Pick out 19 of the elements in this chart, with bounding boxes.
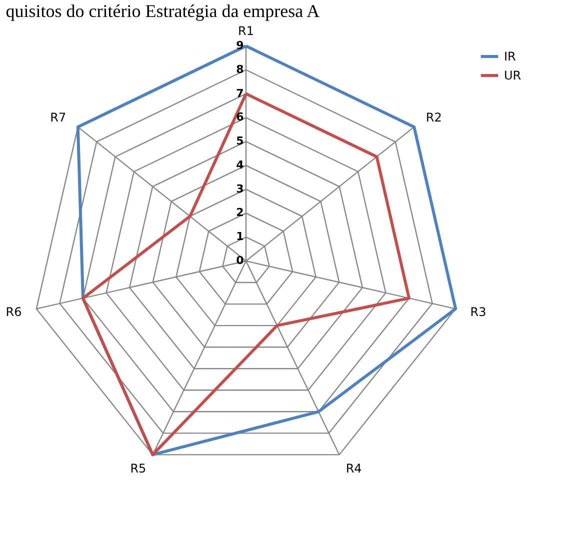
y-tick-label: 2: [236, 206, 244, 220]
chart-title: quisitos do critério Estratégia da empresa A: [6, 0, 320, 21]
y-tick-label: 8: [236, 62, 244, 76]
y-tick-label: 3: [236, 182, 244, 196]
y-tick-label: 4: [236, 158, 244, 172]
y-tick-label: 0: [236, 254, 244, 267]
legend-label: UR: [504, 68, 522, 82]
y-tick-label: 1: [236, 230, 244, 244]
y-tick-label: 7: [236, 86, 244, 100]
y-tick-label: 6: [236, 110, 244, 124]
spoke-label: R5: [130, 461, 146, 476]
spoke-label: R1: [238, 24, 254, 38]
spoke-label: R7: [50, 110, 66, 125]
spoke-label: R4: [346, 461, 362, 476]
spoke-label: R6: [6, 305, 22, 320]
y-tick-label: 5: [236, 134, 244, 148]
legend-label: IR: [504, 50, 516, 64]
spoke-label: R3: [470, 305, 486, 320]
spoke-label: R2: [426, 110, 442, 125]
